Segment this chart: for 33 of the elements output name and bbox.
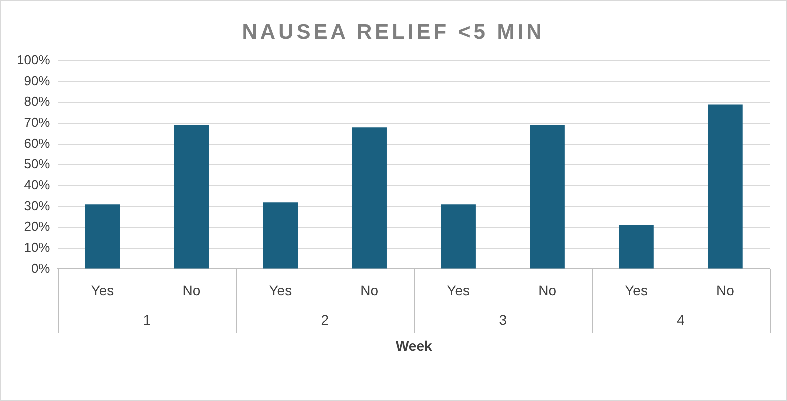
chart-title: NAUSEA RELIEF <5 MIN (241, 21, 546, 45)
x-axis-title: Week (396, 338, 432, 354)
x-tick-label: Yes (269, 282, 292, 298)
y-tick-label: 0% (31, 260, 51, 276)
y-tick-label: 80% (24, 94, 51, 110)
y-tick-label: 90% (24, 73, 51, 88)
text: 1 (143, 312, 152, 328)
y-tick-label: 30% (24, 198, 51, 214)
bar (85, 204, 120, 269)
bar (441, 204, 476, 269)
y-tick-label: 40% (24, 178, 51, 192)
y-tick-label: 60% (24, 136, 51, 151)
x-tick-label: Yes (91, 282, 114, 298)
text: 4 (677, 312, 686, 328)
text: 2 (321, 312, 330, 328)
x-tick-label: Yes (625, 282, 648, 298)
bar (619, 225, 654, 269)
bar (352, 128, 387, 269)
y-tick-label: 70% (24, 115, 51, 130)
bar (530, 126, 565, 269)
bar (174, 126, 210, 269)
y-tick-label: 50% (24, 156, 51, 172)
x-tick-label: No (360, 282, 379, 298)
x-tick-label: Yes (447, 282, 470, 298)
bar (263, 202, 298, 269)
x-tick-label: No (716, 282, 735, 298)
x-tick-label: No (538, 282, 557, 298)
bar (708, 104, 743, 269)
y-tick-label: 100% (17, 52, 51, 68)
y-tick-label: 20% (24, 219, 51, 234)
text: 3 (499, 312, 508, 328)
x-tick-label: No (182, 282, 201, 298)
y-tick-label: 10% (24, 240, 51, 255)
